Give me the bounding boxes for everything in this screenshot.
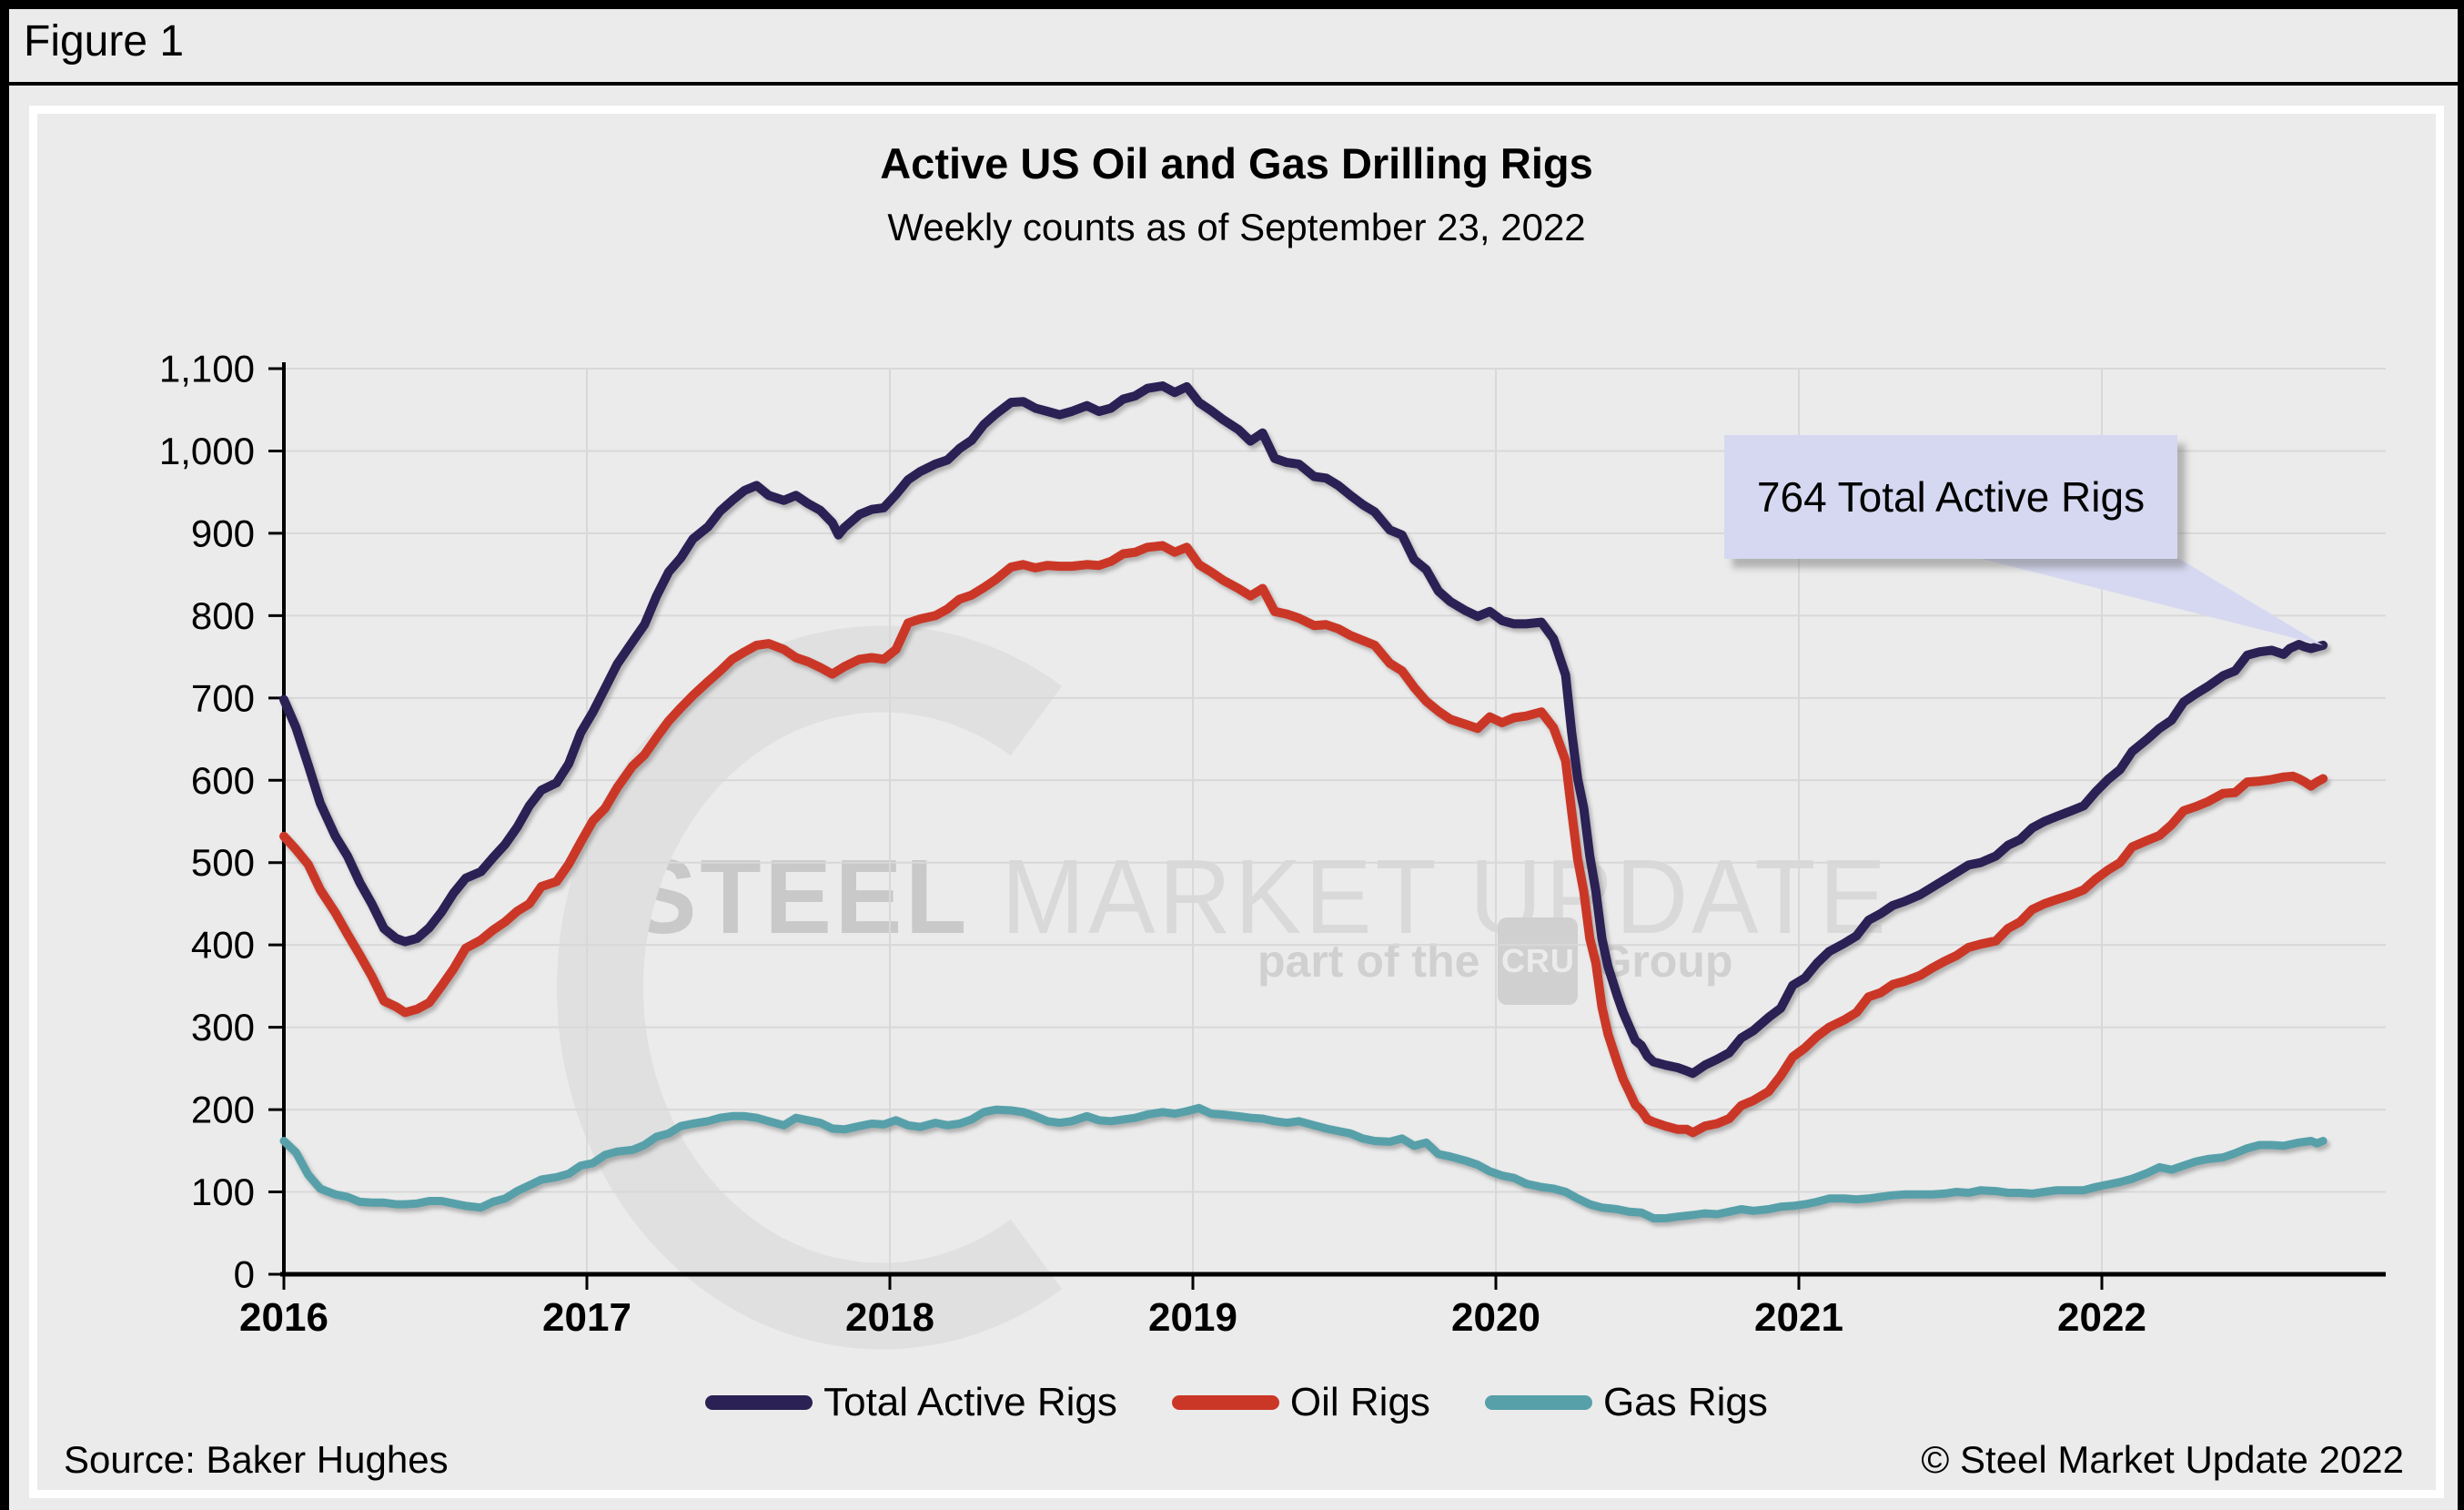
- source-note: Source: Baker Hughes: [64, 1438, 449, 1481]
- figure-label: Figure 1: [24, 17, 185, 66]
- page-border-top: [0, 0, 2464, 9]
- page-border-left: [0, 0, 9, 1510]
- chart-subtitle: Weekly counts as of September 23, 2022: [887, 206, 1586, 248]
- legend-label: Gas Rigs: [1602, 1380, 1768, 1424]
- watermark-tagline-suffix: Group: [1596, 936, 1733, 987]
- copyright-note: © Steel Market Update 2022: [1921, 1438, 2404, 1481]
- legend-item-oil-rigs: Oil Rigs: [1171, 1380, 1430, 1425]
- legend-swatch-icon: [1484, 1395, 1592, 1410]
- annotation-callout: 764 Total Active Rigs: [1724, 435, 2177, 559]
- cru-badge: CRU: [1498, 917, 1579, 1005]
- legend-label: Total Active Rigs: [823, 1380, 1117, 1424]
- legend-item-total-active-rigs: Total Active Rigs: [705, 1380, 1117, 1425]
- watermark-word-steel: STEEL: [630, 837, 971, 956]
- header-rule: [0, 82, 2464, 86]
- watermark-tagline: part of the CRU Group: [1257, 917, 1732, 1005]
- chart-card-frame: [29, 106, 2444, 1498]
- legend-item-gas-rigs: Gas Rigs: [1484, 1380, 1768, 1425]
- legend-label: Oil Rigs: [1289, 1380, 1430, 1424]
- chart-title: Active US Oil and Gas Drilling Rigs: [880, 139, 1593, 187]
- page-border-right: [2458, 0, 2464, 1510]
- watermark-tagline-prefix: part of the: [1257, 936, 1480, 987]
- legend-swatch-icon: [705, 1395, 813, 1410]
- legend-swatch-icon: [1171, 1395, 1279, 1410]
- legend: Total Active Rigs Oil Rigs Gas Rigs: [29, 1380, 2444, 1425]
